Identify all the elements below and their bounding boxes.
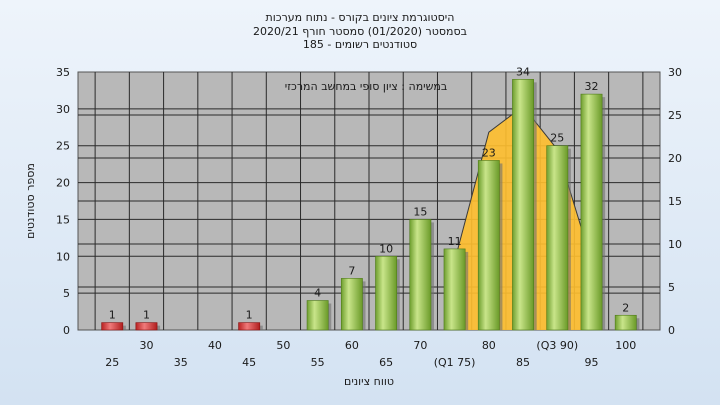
- y-left-tick-35: 35: [56, 66, 70, 79]
- y-left-tick-0: 0: [63, 324, 70, 337]
- y-left-tick-25: 25: [56, 140, 70, 153]
- x-tick-80: 80: [482, 339, 496, 352]
- value-label-75: 11: [448, 235, 462, 248]
- y-left-tick-30: 30: [56, 103, 70, 116]
- x-tick-70: 70: [413, 339, 427, 352]
- bar-100: [614, 314, 637, 331]
- x-tick-100: 100: [615, 339, 636, 352]
- x-tick-60: 60: [345, 339, 359, 352]
- x-tick-35: 35: [174, 356, 188, 369]
- value-label-65: 10: [379, 242, 393, 255]
- y-right-tick-0: 0: [668, 324, 675, 337]
- value-label-90: 25: [550, 132, 564, 145]
- y-left-tick-5: 5: [63, 287, 70, 300]
- x-tick-65: 65: [379, 356, 393, 369]
- value-label-30: 1: [143, 309, 150, 322]
- x-tick-45: 45: [242, 356, 256, 369]
- value-label-45: 1: [246, 309, 253, 322]
- x-tick-40: 40: [208, 339, 222, 352]
- value-label-60: 7: [348, 264, 355, 277]
- right-axis: 0 5 10 15 20 25 30: [668, 66, 682, 337]
- y-left-tick-20: 20: [56, 177, 70, 190]
- bar-70: [409, 219, 432, 331]
- bars: [101, 79, 640, 331]
- bar-65: [375, 255, 398, 331]
- x-tick-90: (Q3 90): [536, 339, 578, 352]
- value-label-70: 15: [413, 205, 427, 218]
- x-tick-50: 50: [276, 339, 290, 352]
- y-right-tick-20: 20: [668, 152, 682, 165]
- x-tick-25: 25: [105, 356, 119, 369]
- title-line-3: סטודנטים רשומים - 185: [303, 38, 417, 51]
- bar-30: [135, 322, 158, 331]
- y-right-tick-15: 15: [668, 195, 682, 208]
- value-label-55: 4: [314, 287, 321, 300]
- x-axis-label: טווח ציונים: [344, 375, 394, 388]
- bar-85: [512, 79, 534, 331]
- value-label-25: 1: [109, 309, 116, 322]
- chart-title: היסטוגרמת ציונים בקורס - נתוח מערכות בסמ…: [253, 11, 467, 51]
- x-tick-75: (Q1 75): [434, 356, 476, 369]
- x-tick-30: 30: [139, 339, 153, 352]
- bar-90: [546, 145, 569, 331]
- title-line-1: היסטוגרמת ציונים בקורס - נתוח מערכות: [266, 11, 455, 24]
- value-label-85: 34: [516, 65, 530, 78]
- bar-95: [580, 93, 603, 331]
- left-axis: 0 5 10 15 20 25 30 35: [56, 66, 70, 337]
- y-left-tick-15: 15: [56, 213, 70, 226]
- value-label-80: 23: [482, 146, 496, 159]
- y-left-tick-10: 10: [56, 250, 70, 263]
- title-line-2: בסמסטר (01/2020) סמסטר חורף 2020/21: [253, 25, 467, 38]
- bar-80: [477, 160, 500, 331]
- bar-25: [101, 322, 124, 331]
- annotation: במשימה : ציון סופי במחשב המרכזי: [285, 80, 448, 93]
- x-tick-55: 55: [311, 356, 325, 369]
- y-right-tick-30: 30: [668, 66, 682, 79]
- x-tick-95: 95: [585, 356, 599, 369]
- y-right-tick-10: 10: [668, 238, 682, 251]
- y-axis-label: מספר סטודנטים: [24, 163, 37, 239]
- bar-45: [238, 322, 261, 331]
- bar-55: [306, 300, 329, 331]
- y-right-tick-5: 5: [668, 281, 675, 294]
- value-label-100: 2: [622, 301, 629, 314]
- x-tick-85: 85: [516, 356, 530, 369]
- bar-60: [340, 278, 363, 331]
- value-label-95: 32: [585, 80, 599, 93]
- bar-75: [443, 248, 466, 331]
- y-right-tick-25: 25: [668, 109, 682, 122]
- x-axis: 25 30 35 40 45 50 55 60 65 70 (Q1 75) 80 85 (Q3 90) 95…: [105, 339, 636, 369]
